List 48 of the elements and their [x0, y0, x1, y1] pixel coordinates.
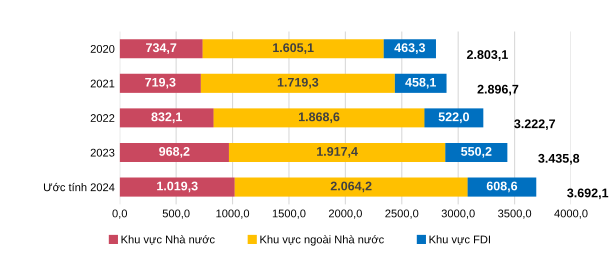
bar	[228, 142, 446, 162]
bar	[120, 108, 214, 128]
data-label: 734,7	[146, 43, 176, 54]
x-tick-label: 3000,0	[442, 210, 475, 219]
y-tick-label: Ước tính 2024	[44, 182, 115, 192]
bar	[120, 142, 229, 162]
x-tick-label: 1000,0	[216, 210, 250, 219]
total-label: 3.222,7	[514, 119, 556, 130]
y-tick-label: 2021	[90, 80, 114, 88]
total-label: 2.803,1	[466, 50, 508, 61]
legend-label: Khu vực FDI	[430, 235, 490, 245]
data-label: 522,0	[438, 112, 470, 124]
data-label: 832,1	[151, 112, 182, 124]
x-tick-label: 1500,0	[272, 210, 306, 219]
data-label: 719,3	[145, 78, 176, 88]
total-label: 2.896,7	[478, 84, 518, 96]
data-label: 1.917,4	[317, 146, 358, 158]
data-label: 550,2	[461, 146, 492, 158]
data-label: 458,1	[405, 78, 436, 88]
data-label: 463,3	[394, 43, 426, 54]
bar	[120, 74, 201, 93]
data-label: 1.719,3	[278, 78, 318, 88]
y-tick-label: 2023	[90, 148, 114, 157]
data-label: 1.605,1	[273, 43, 314, 54]
bar	[200, 74, 395, 93]
x-tick-label: 2000,0	[328, 210, 362, 219]
x-tick-label: 4000,0	[554, 210, 588, 219]
bar	[120, 39, 203, 58]
bar	[234, 178, 468, 197]
y-tick-label: 2020	[90, 45, 114, 53]
data-label: 1.019,3	[157, 182, 198, 192]
x-tick-label: 500,0	[162, 210, 190, 219]
x-tick-label: 2500,0	[385, 210, 418, 219]
legend-label: Khu vực Nhà nước	[122, 235, 215, 245]
total-label: 3.692,1	[567, 188, 608, 200]
legend-label: Khu vực ngoài Nhà nước	[260, 235, 384, 246]
data-label: 608,6	[486, 182, 518, 192]
bar	[202, 39, 384, 58]
bar	[214, 108, 424, 128]
bar	[468, 178, 536, 197]
total-label: 3.435,8	[538, 154, 580, 165]
x-tick-label: 0,0	[112, 210, 128, 219]
data-label: 2.064,2	[330, 182, 372, 192]
data-label: 1.868,6	[298, 112, 340, 124]
bar	[120, 178, 235, 197]
x-tick-label: 3500,0	[498, 210, 532, 219]
y-tick-label: 2022	[90, 114, 114, 122]
data-label: 968,2	[159, 146, 190, 158]
